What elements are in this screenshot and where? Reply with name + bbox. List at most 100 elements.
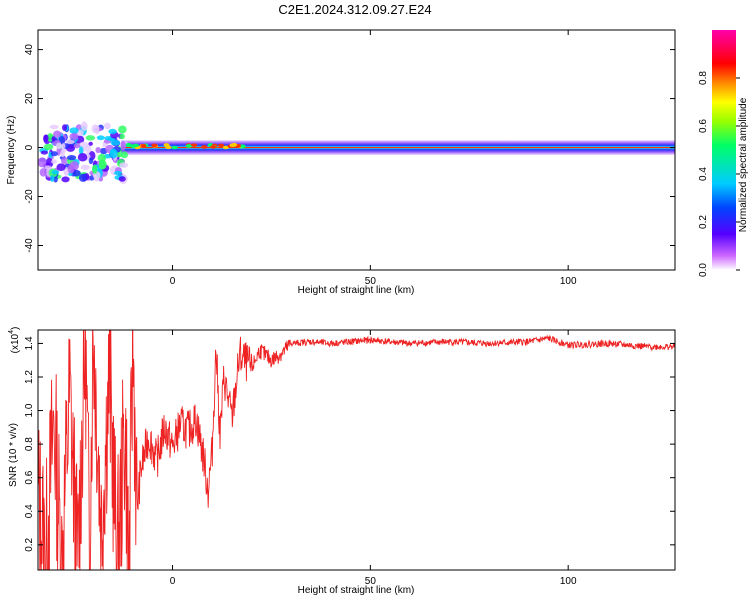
spectral-blob (51, 159, 58, 164)
spectral-hotspot (222, 145, 229, 150)
snr-ylabel: SNR (10 * v/v) (8, 423, 19, 487)
spectral-blob (53, 176, 58, 183)
spectral-blob (77, 153, 88, 162)
spectral-hotspot (171, 145, 178, 150)
xtick-label: 0 (170, 276, 176, 287)
colorbar-tick-label: 0.6 (698, 119, 709, 133)
spectrogram-frame (37, 29, 676, 271)
spectral-blob (61, 176, 70, 183)
spectrogram-xlabel: Height of straight line (km) (298, 285, 415, 296)
spectral-blob (50, 175, 55, 182)
spectral-blob (118, 176, 126, 182)
spectral-hotspot (140, 143, 147, 148)
ytick-label: 40 (24, 44, 35, 56)
spectral-blob (118, 125, 127, 134)
spectral-blob (110, 139, 121, 146)
colorbar: 0.0 0.2 0.4 0.6 0.8 Normalized spectral ampl… (698, 30, 749, 277)
spectral-blob (95, 146, 101, 154)
spectral-blob (85, 135, 96, 141)
spectral-blob (120, 151, 129, 159)
spectral-hotspot (125, 142, 132, 147)
colorbar-ticks: 0.0 0.2 0.4 0.6 0.8 (698, 71, 740, 277)
spectral-blob (69, 133, 79, 141)
colorbar-tick-label: 0.0 (698, 263, 709, 277)
spectral-blob (38, 157, 47, 168)
ytick-label: -20 (24, 189, 35, 204)
xtick-label: 0 (170, 576, 176, 587)
spectral-blob (80, 121, 88, 131)
spectral-blob (73, 143, 81, 149)
snr-line-layer (38, 330, 675, 570)
snr-panel: 0 50 100 0.2 0.4 0.6 0.8 1.0 1.2 1.4 Height of st… (8, 327, 676, 596)
spectral-blob (119, 133, 125, 140)
spectral-blob (43, 143, 54, 151)
xtick-label: 100 (560, 276, 577, 287)
svg-text:(x104): (x104) (8, 327, 21, 354)
spectral-blob (120, 140, 126, 151)
spectral-blob (62, 124, 68, 132)
ytick-label: 0 (24, 144, 35, 150)
spectral-hotspot (201, 145, 208, 149)
spectral-blob (92, 164, 98, 174)
spectral-blob (43, 134, 49, 142)
spectral-hotspot (218, 143, 225, 148)
spectral-blob (51, 136, 56, 142)
spectral-blob (65, 139, 75, 145)
spectral-hotspot (229, 143, 236, 147)
spectral-blob (96, 135, 105, 141)
snr-frame (37, 329, 676, 571)
spectral-blob (103, 122, 111, 130)
spectrogram-ticks: 0 50 100 -40 -20 0 20 40 (24, 30, 675, 287)
spectral-blob (40, 150, 49, 155)
ytick-label: 0.4 (24, 504, 35, 518)
spectral-blob (44, 165, 52, 170)
xtick-label: 100 (560, 576, 577, 587)
chart-title: C2E1.2024.312.09.27.E24 (278, 2, 432, 17)
spectral-blob (67, 164, 75, 174)
spectral-blob (88, 141, 93, 146)
spectral-blob (72, 169, 81, 177)
colorbar-tick-label: 0.2 (698, 215, 709, 229)
spectral-blob (56, 163, 66, 172)
spectral-blob (104, 135, 113, 141)
ytick-label: 1.2 (24, 370, 35, 384)
spectral-blob (98, 159, 106, 170)
spectral-blob (89, 175, 95, 181)
spectral-hotspot (165, 145, 172, 150)
spectral-blob (39, 168, 47, 177)
colorbar-tick-label: 0.4 (698, 167, 709, 181)
snr-multiplier: (x104) (8, 327, 21, 354)
ytick-label: -40 (24, 238, 35, 253)
colorbar-tick-label: 0.8 (698, 71, 709, 85)
spectral-blob (66, 154, 77, 161)
spectral-hotspot (185, 144, 192, 148)
spectral-hotspot (239, 144, 246, 149)
spectral-blob (80, 164, 90, 171)
spectral-blob (88, 157, 94, 165)
spectral-blob (69, 127, 79, 134)
spectral-blob (91, 124, 100, 134)
spectral-blob (78, 173, 88, 182)
xtick-label: 50 (365, 276, 377, 287)
spectral-blob (51, 170, 60, 175)
spectral-blob (55, 142, 62, 150)
spectral-hotspot (191, 143, 198, 147)
ytick-label: 20 (24, 93, 35, 105)
spectral-blob (114, 170, 123, 176)
spectrogram-ylabel: Frequency (Hz) (6, 116, 17, 185)
spectral-blob (50, 151, 58, 157)
snr-xlabel: Height of straight line (km) (298, 585, 415, 596)
spectral-hotspot (210, 145, 217, 149)
spectral-blob (78, 146, 84, 155)
spectral-blob (53, 130, 62, 138)
spectral-blob (49, 124, 59, 130)
snr-ticks: 0 50 100 0.2 0.4 0.6 0.8 1.0 1.2 1.4 (24, 330, 675, 587)
spectral-blob (108, 128, 117, 135)
spectrogram-heatmap (38, 121, 675, 185)
spectral-blob (110, 148, 118, 159)
ytick-label: 1.4 (24, 336, 35, 350)
spectrogram-panel: 0 50 100 -40 -20 0 20 40 Height of straight lin… (6, 29, 676, 296)
ytick-label: 0.2 (24, 537, 35, 551)
ytick-label: 1.0 (24, 403, 35, 417)
